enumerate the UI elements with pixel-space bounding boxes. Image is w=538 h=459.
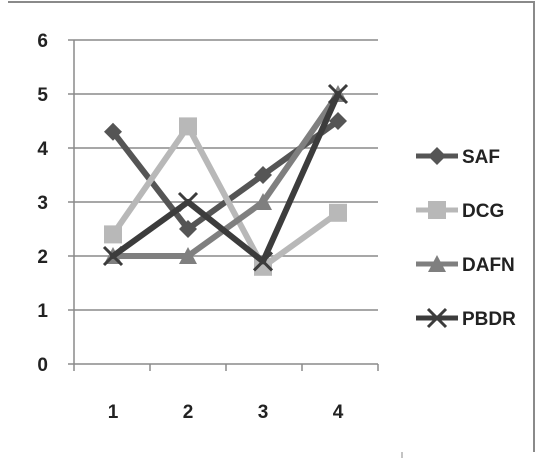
data-point-dafn-2 (179, 247, 197, 264)
chart-border (8, 1, 535, 452)
y-tick-label-3: 3 (37, 193, 48, 214)
data-point-saf-4 (329, 112, 347, 130)
legend-label-saf: SAF (462, 147, 500, 168)
data-point-dcg-2 (179, 117, 197, 136)
series-line-dcg (110, 123, 341, 270)
x-tick-label-4: 4 (333, 402, 344, 423)
data-point-pbdr-3-stroke-b (252, 251, 274, 272)
x-tick-label-1: 1 (108, 402, 119, 423)
legend-marker-dcg (428, 201, 446, 219)
legend-marker-pbdr (426, 307, 448, 329)
y-axis-tick-labels: 0 1 2 3 4 5 6 (37, 31, 48, 376)
data-point-saf-1 (104, 122, 122, 141)
x-tick-label-3: 3 (258, 402, 269, 423)
data-point-pbdr-1 (102, 245, 124, 267)
data-point-pbdr-4 (327, 83, 349, 105)
legend-label-dafn: DAFN (462, 255, 515, 276)
legend-marker-dafn (428, 255, 446, 272)
legend-label-dcg: DCG (462, 201, 504, 222)
data-point-saf-2 (179, 220, 197, 238)
axes (68, 39, 379, 371)
data-point-pbdr-4-stroke-b (327, 83, 349, 105)
legend-marker-saf (428, 147, 446, 165)
y-tick-label-4: 4 (37, 139, 48, 160)
y-tick-label-5: 5 (37, 85, 48, 106)
data-point-dcg-4 (329, 203, 347, 222)
data-point-dcg-3 (254, 257, 272, 276)
y-tick-label-2: 2 (37, 247, 48, 268)
data-point-pbdr-2 (177, 191, 199, 213)
series-line-pbdr (110, 91, 341, 265)
data-point-dcg-1 (104, 225, 122, 244)
data-point-saf-3 (254, 166, 272, 184)
gridlines (74, 39, 378, 311)
y-tick-label-1: 1 (37, 301, 48, 322)
legend-marker-pbdr-stroke-b (426, 307, 448, 329)
x-tick-label-2: 2 (183, 402, 194, 423)
data-point-pbdr-3 (252, 251, 274, 272)
series-group (102, 83, 349, 276)
data-point-pbdr-2-stroke-b (177, 191, 199, 213)
x-axis-tick-labels: 1 2 3 4 (108, 402, 344, 423)
data-point-dafn-3 (254, 193, 272, 210)
legend: SAF DCG DAFN PBDR (416, 147, 516, 330)
data-point-pbdr-1-stroke-b (102, 245, 124, 267)
y-tick-label-0: 0 (37, 355, 48, 376)
legend-label-pbdr: PBDR (462, 309, 516, 330)
y-tick-label-6: 6 (37, 31, 48, 52)
